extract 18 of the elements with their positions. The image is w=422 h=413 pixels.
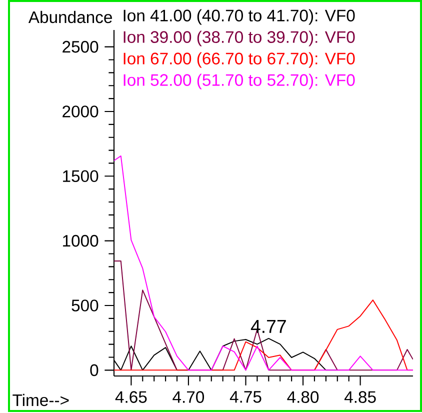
y-axis-title: Abundance [28, 10, 112, 24]
x-tick-label: 4.65 [115, 391, 147, 403]
y-tick-label: 1500 [63, 170, 98, 182]
x-tick-label: 4.85 [344, 391, 376, 403]
y-tick-label: 2500 [62, 40, 98, 53]
text: Ion 67.00 (66.70 to 67.70): VF0 [124, 52, 355, 68]
x-tick-label: 4.75 [230, 391, 262, 403]
y-tick-label: 500 [72, 300, 98, 312]
text: Ion 39.00 (38.70 to 39.70): VF0 [124, 30, 355, 46]
x-axis-title: Time--> [12, 394, 69, 406]
y-tick-label: 2000 [62, 106, 98, 118]
y-tick-label: 1000 [63, 234, 98, 247]
text: Ion 41.00 (40.70 to 41.70): VF0 [124, 9, 355, 25]
y-tick-label: 0 [90, 364, 98, 376]
x-tick-label: 4.80 [287, 391, 319, 403]
annotation: 4.77 [250, 320, 286, 333]
x-tick-label: 4.70 [172, 391, 204, 403]
text: Ion 52.00 (51.70 to 52.70): VF0 [124, 74, 355, 90]
